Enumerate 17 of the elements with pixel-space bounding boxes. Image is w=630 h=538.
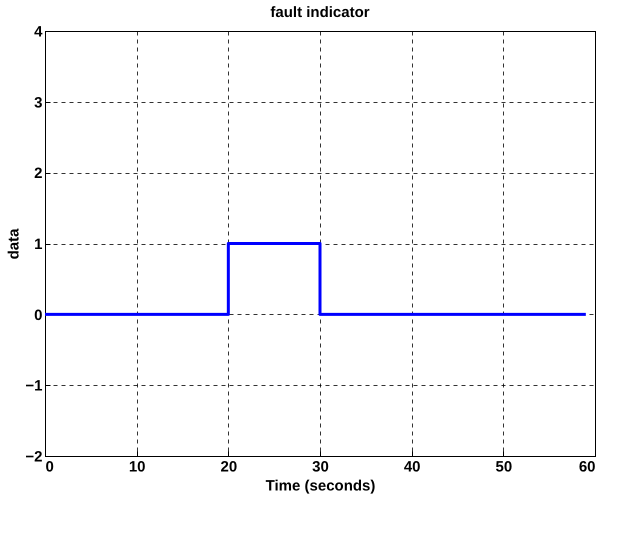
y-tick-label: 0 [34, 306, 42, 324]
y-tick-label: 2 [34, 165, 42, 182]
x-tick-label: 60 [578, 458, 596, 476]
x-tick-label: 20 [220, 458, 238, 476]
x-tick-label: 40 [404, 458, 421, 476]
y-tick-label: −2 [25, 448, 42, 466]
y-tick-label: 4 [34, 24, 44, 40]
y-tick-label: −1 [25, 378, 42, 395]
x-axis-title: Time (seconds) [266, 478, 376, 494]
y-axis-title: data [5, 228, 22, 260]
x-tick-label: 10 [128, 458, 146, 476]
x-tick-label: 30 [312, 458, 329, 476]
x-tick-label: 50 [495, 458, 512, 476]
chart-title: fault indicator [270, 4, 370, 21]
y-tick-label: 3 [34, 94, 42, 112]
x-tick-label: 0 [46, 458, 54, 476]
y-tick-label: 1 [34, 236, 42, 253]
